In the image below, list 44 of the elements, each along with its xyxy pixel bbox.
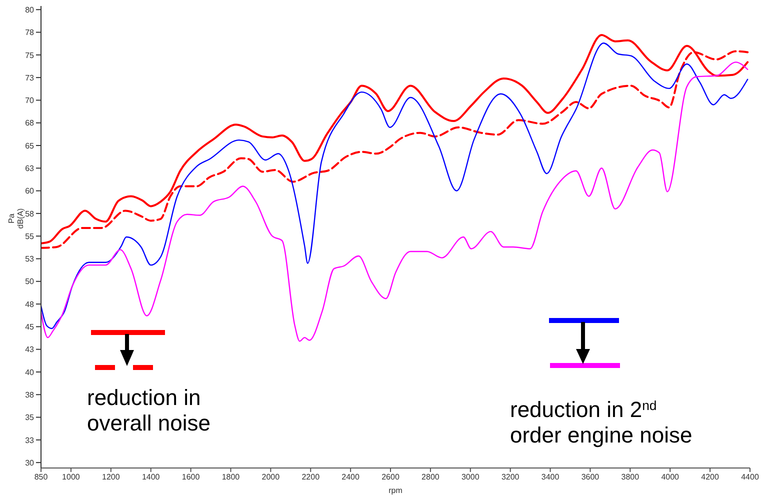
y-tick-label: 80 <box>25 5 35 14</box>
y-tick-label: 35 <box>25 413 35 422</box>
y-tick-label: 70 <box>25 96 35 106</box>
y-tick-label: 63 <box>25 164 35 173</box>
y-tick-label: 58 <box>25 209 35 218</box>
x-tick-label: 2200 <box>302 472 320 482</box>
x-tick-label: 3800 <box>621 472 640 482</box>
x-tick-label: 2000 <box>262 472 280 482</box>
x-tick-label: 4000 <box>661 472 680 482</box>
x-tick-label: 3400 <box>541 472 560 482</box>
x-tick-label: 2800 <box>422 472 440 482</box>
x-tick-label: 1400 <box>142 472 160 482</box>
y-tick-label: 73 <box>25 73 35 82</box>
y-tick-label: 30 <box>25 458 35 468</box>
y-tick-label: 43 <box>25 345 35 354</box>
x-tick-label: 3600 <box>581 472 600 482</box>
y-tick-label: 68 <box>25 118 35 128</box>
x-tick-label: 1000 <box>62 472 80 482</box>
x-tick-label: 1200 <box>102 472 120 482</box>
y-tick-label: 60 <box>25 186 35 196</box>
x-tick-label: 3000 <box>461 472 480 482</box>
x-axis-title: rpm <box>388 486 403 495</box>
y-tick-label: 48 <box>25 300 35 309</box>
y-axis-title: Pa dB(A) <box>7 208 25 229</box>
x-tick-label: 4200 <box>701 472 720 482</box>
y-tick-label: 53 <box>25 254 35 264</box>
x-tick-label: 2400 <box>342 472 360 482</box>
y-tick-label: 33 <box>25 436 35 445</box>
annotation: reduction in overall noise <box>87 385 211 436</box>
y-tick-label: 45 <box>25 322 35 332</box>
x-tick-label: 850 <box>34 472 48 482</box>
y-tick-label: 40 <box>25 368 35 377</box>
x-tick-label: 1600 <box>182 472 200 482</box>
y-tick-label: 65 <box>25 141 35 150</box>
x-tick-label: 2600 <box>382 472 400 482</box>
x-tick-label: 1800 <box>222 472 240 482</box>
y-tick-label: 55 <box>25 232 35 241</box>
y-tick-label: 50 <box>25 277 35 286</box>
y-tick-label: 38 <box>25 390 35 400</box>
annotation: reduction in 2$^{nd}$ order engine noise <box>510 397 692 448</box>
x-tick-label: 4400 <box>741 472 760 482</box>
x-tick-label: 3200 <box>501 472 520 482</box>
y-tick-label: 75 <box>25 50 35 60</box>
y-tick-label: 78 <box>25 28 35 38</box>
